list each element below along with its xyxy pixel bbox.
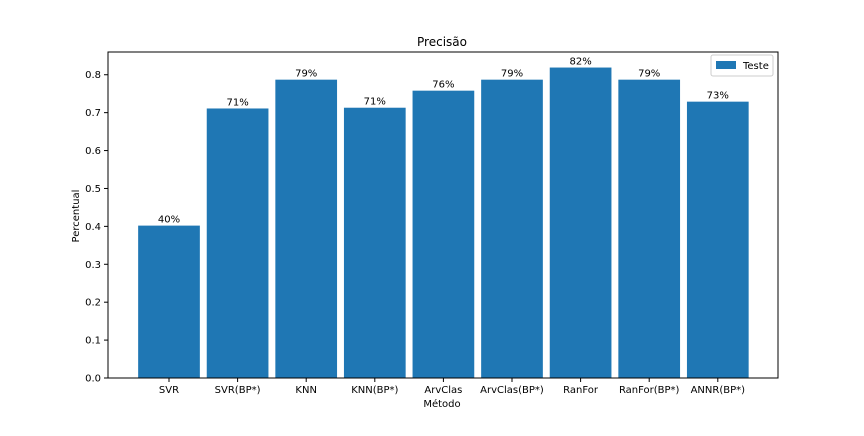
data-label: 79% (295, 69, 317, 80)
ticks-layer: SVR SVR(BP*) KNN KNN(BP*) ArvClas ArvClas(BP*… (85, 70, 745, 396)
legend-entry-label: Teste (742, 61, 769, 72)
x-tick-label: SVR(BP*) (215, 385, 261, 396)
bar-arvclas (412, 90, 475, 379)
data-label: 76% (432, 80, 454, 91)
y-tick-label: 0.1 (85, 336, 101, 347)
bar-svr (138, 225, 200, 378)
chart-title: Precisão (417, 35, 467, 49)
legend-swatch (716, 61, 736, 69)
data-label: 71% (226, 97, 248, 108)
x-tick-label: RanFor (563, 385, 599, 396)
data-label: 73% (707, 91, 729, 102)
y-tick-label: 0.6 (85, 146, 101, 157)
x-tick-label: ArvClas (424, 385, 462, 396)
bar-ranfor (549, 67, 612, 378)
y-tick-label: 0.2 (85, 298, 101, 309)
x-tick-label: ArvClas(BP*) (480, 385, 544, 396)
bar-svr-bp (206, 108, 269, 378)
data-label: 40% (158, 215, 180, 226)
bar-knn (275, 79, 338, 379)
x-tick-label: RanFor(BP*) (619, 385, 680, 396)
legend-box (710, 54, 774, 77)
data-label: 79% (501, 69, 523, 80)
data-label: 71% (364, 97, 386, 108)
y-tick-label: 0.3 (85, 260, 101, 271)
y-axis-label: Percentual (71, 190, 82, 243)
plot-frame (107, 51, 779, 379)
bar-ranfor-bp (618, 79, 681, 379)
legend: Teste (710, 54, 774, 77)
bars-layer: 40% 71% 79% 71% 76% 79% 82% 79% 73% (138, 57, 749, 379)
y-tick-label: 0.8 (85, 70, 101, 81)
bar-arvclas-bp (481, 79, 543, 379)
data-label: 82% (569, 57, 591, 68)
x-axis-label: Método (423, 398, 460, 410)
data-label: 79% (638, 69, 660, 80)
y-tick-label: 0.5 (85, 184, 101, 195)
x-tick-label: ANNR(BP*) (691, 385, 746, 396)
y-tick-label: 0.4 (85, 222, 101, 233)
y-tick-label: 0.0 (85, 374, 101, 385)
bar-annr-bp (686, 101, 749, 378)
x-tick-label: KNN(BP*) (351, 385, 398, 396)
y-tick-label: 0.7 (85, 108, 101, 119)
x-tick-label: KNN (295, 385, 317, 396)
x-tick-label: SVR (159, 385, 179, 396)
bar-knn-bp (343, 107, 406, 378)
